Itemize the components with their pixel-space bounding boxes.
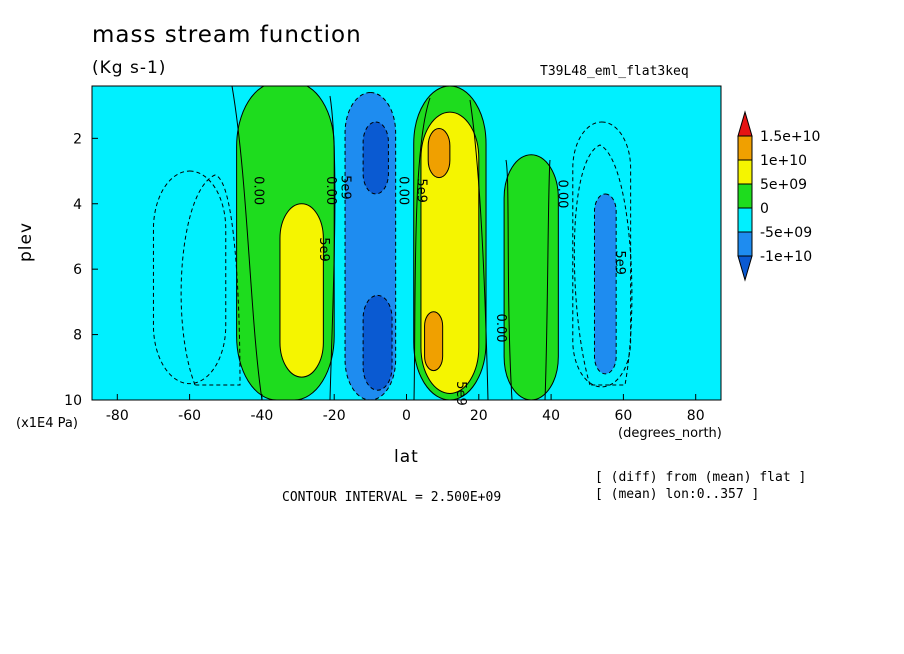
contour-line-dashed — [180, 174, 241, 386]
contour-label: 0.00 — [493, 314, 508, 343]
contour-line — [469, 99, 489, 400]
y-tick-label: 8 — [73, 328, 82, 344]
contour-line — [413, 97, 431, 400]
contour-label: 0.00 — [554, 179, 569, 208]
x-tick-label: -60 — [178, 408, 201, 424]
legend-label: 5e+09 — [760, 177, 807, 193]
contour-band — [503, 154, 559, 400]
y-tick-label: 6 — [73, 262, 82, 278]
legend-arrow-bottom — [737, 255, 753, 282]
legend-label: 1.5e+10 — [760, 129, 820, 145]
experiment-label: T39L48_eml_flat3keq — [540, 64, 689, 79]
contour-label: 0.00 — [395, 176, 410, 205]
contour-label: 5e9 — [612, 250, 627, 275]
y-tick-label: 10 — [64, 393, 82, 409]
x-tick-label: -20 — [323, 408, 346, 424]
legend-swatch — [737, 183, 753, 209]
contour-label: 0.00 — [251, 176, 266, 205]
contour-label: 5e9 — [316, 237, 331, 262]
contour-band — [593, 193, 617, 375]
contour-band — [427, 128, 451, 179]
legend-arrow-top — [737, 110, 753, 137]
note-line-2: [ (mean) lon:0..357 ] — [595, 487, 760, 502]
x-tick-label: 0 — [402, 408, 411, 424]
legend-swatch — [737, 135, 753, 161]
contour-line — [231, 86, 263, 400]
contour-line — [329, 95, 336, 400]
x-tick-label: 60 — [614, 408, 632, 424]
contour-band — [362, 294, 393, 391]
legend-swatch — [737, 207, 753, 233]
contour-band — [362, 121, 389, 195]
contour-band — [424, 311, 444, 372]
legend-label: 0 — [760, 201, 769, 217]
contour-interval: CONTOUR INTERVAL = 2.500E+09 — [282, 490, 502, 505]
contour-line-dashed — [573, 144, 633, 386]
x-axis-label: lat — [394, 447, 419, 467]
chart-title: mass stream function — [92, 22, 362, 48]
contour-band — [279, 203, 324, 378]
contour-label: 5e9 — [337, 175, 352, 200]
contour-band — [152, 170, 227, 385]
x-tick-label: 20 — [470, 408, 488, 424]
contour-label: 5e9 — [413, 178, 428, 203]
y-tick-label: 4 — [73, 197, 82, 213]
x-tick-label: 40 — [542, 408, 560, 424]
legend-swatch — [737, 231, 753, 257]
contour-label: 5e9 — [453, 381, 468, 406]
legend-swatch — [737, 159, 753, 185]
legend-label: 1e+10 — [760, 153, 807, 169]
y-units-label: (x1E4 Pa) — [16, 416, 78, 431]
y-tick-label: 2 — [73, 131, 82, 147]
x-tick-label: -80 — [106, 408, 129, 424]
units-label: (Kg s-1) — [92, 58, 167, 78]
x-units-label: (degrees_north) — [618, 426, 722, 441]
x-tick-label: -40 — [250, 408, 273, 424]
x-tick-label: 80 — [687, 408, 705, 424]
note-line-1: [ (diff) from (mean) flat ] — [595, 470, 807, 485]
contour-line — [505, 159, 513, 400]
contour-label: 0.00 — [323, 176, 338, 205]
legend-label: -5e+09 — [760, 225, 812, 241]
y-axis-label: plev — [16, 221, 36, 262]
legend-label: -1e+10 — [760, 249, 812, 265]
contour-line — [544, 159, 551, 400]
